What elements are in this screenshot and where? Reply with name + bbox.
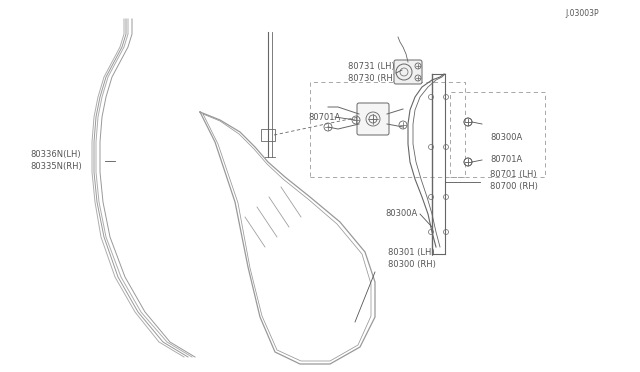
Text: 80730 (RH): 80730 (RH)	[348, 74, 396, 83]
Text: J.03003P: J.03003P	[565, 10, 598, 19]
Text: 80701A: 80701A	[308, 112, 340, 122]
FancyBboxPatch shape	[394, 60, 422, 84]
FancyBboxPatch shape	[357, 103, 389, 135]
Text: 80300A: 80300A	[490, 132, 522, 141]
Text: 80731 (LH): 80731 (LH)	[348, 62, 395, 71]
Text: 80300 (RH): 80300 (RH)	[388, 260, 436, 269]
Text: 80701 (LH): 80701 (LH)	[490, 170, 536, 180]
Text: 80335N(RH): 80335N(RH)	[30, 163, 82, 171]
Text: 80701A: 80701A	[490, 155, 522, 164]
Text: 80336N(LH): 80336N(LH)	[30, 151, 81, 160]
Text: 80700 (RH): 80700 (RH)	[490, 183, 538, 192]
Text: 80300A: 80300A	[385, 209, 417, 218]
Text: 80301 (LH): 80301 (LH)	[388, 247, 435, 257]
